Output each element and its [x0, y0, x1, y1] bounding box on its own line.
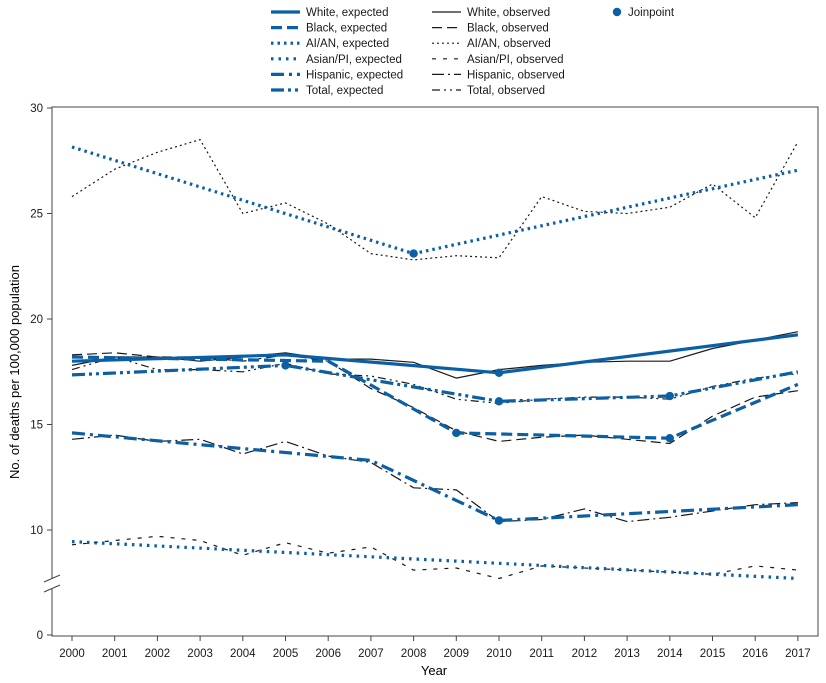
axis-break: [43, 574, 61, 593]
y-tick-label: 25: [30, 209, 43, 221]
series-line-total-expected: [71, 363, 799, 403]
joinpoint-marker: [494, 516, 504, 525]
x-tick-label: 2009: [444, 648, 470, 660]
legend-label: Asian/PI, expected: [306, 54, 402, 66]
plot-frame: [51, 106, 819, 637]
series-layer: [71, 139, 799, 581]
x-tick-label: 2017: [785, 648, 811, 660]
x-tick-label: 2008: [401, 648, 427, 660]
series-line-asian-pi-observed: [71, 535, 798, 580]
legend-label: AI/AN, observed: [467, 38, 551, 50]
x-tick-label: 2002: [145, 648, 171, 660]
y-tick-label: 30: [30, 103, 43, 115]
legend-label: Black, observed: [467, 23, 549, 35]
x-tick-label: 2007: [358, 648, 384, 660]
x-tick-label: 2006: [315, 648, 341, 660]
joinpoint-marker: [665, 391, 674, 401]
x-tick-label: 2014: [657, 648, 683, 660]
legend-label: White, observed: [467, 7, 550, 19]
series-line-white-observed: [71, 331, 799, 379]
x-tick-label: 2005: [273, 648, 299, 660]
series-line-ai-an-observed: [71, 139, 799, 261]
x-tick-label: 2016: [742, 648, 768, 660]
x-tick-label: 2001: [102, 648, 128, 660]
y-tick-label: 20: [30, 314, 43, 326]
joinpoint-marker: [409, 249, 418, 258]
x-tick-label: 2003: [187, 648, 213, 660]
x-tick-label: 2011: [529, 648, 554, 660]
x-tick-label: 2012: [572, 648, 598, 660]
joinpoint-layer: [281, 249, 674, 525]
series-line-white-expected: [71, 333, 799, 375]
legend-label: Black, expected: [306, 23, 387, 35]
joinpoint-marker: [665, 434, 674, 443]
x-axis-label: Year: [421, 663, 448, 678]
legend-label: Asian/PI, observed: [467, 54, 564, 66]
legend-label: Total, expected: [306, 85, 383, 97]
x-tick-label: 2013: [614, 648, 640, 660]
axes: 0 10 15 20 25 30 2000 2001 2002 2003 2004 2005 2006 2…: [30, 103, 819, 660]
y-tick-label: 10: [30, 525, 43, 537]
legend-label: White, expected: [306, 7, 388, 19]
legend-label: Total, observed: [467, 85, 545, 97]
series-line-asian-pi-expected: [71, 540, 798, 581]
y-tick-label: 0: [37, 630, 43, 642]
series-line-ai-an-expected: [71, 145, 799, 256]
x-tick-label: 2004: [230, 648, 256, 660]
legend: White, expected Black, expected AI/AN, exp…: [271, 7, 675, 97]
legend-label: Hispanic, observed: [467, 69, 565, 81]
legend-swatch-joinpoint: [612, 7, 622, 17]
x-tick-label: 2015: [700, 648, 726, 660]
joinpoint-marker: [281, 361, 290, 370]
legend-label: Joinpoint: [628, 7, 675, 19]
x-tick-label: 2000: [59, 648, 85, 660]
joinpoint-marker: [494, 397, 504, 406]
series-line-hispanic-observed: [71, 434, 798, 523]
y-axis-label: No. of deaths per 100,000 population: [7, 265, 22, 479]
legend-label: AI/AN, expected: [306, 38, 389, 50]
y-tick-label: 15: [30, 420, 43, 432]
series-line-black-expected: [71, 355, 799, 440]
series-line-total-observed: [71, 356, 798, 404]
joinpoint-marker: [452, 428, 461, 438]
legend-label: Hispanic, expected: [306, 69, 403, 81]
x-tick-label: 2010: [486, 648, 512, 660]
series-line-hispanic-expected: [71, 431, 798, 523]
joinpoint-marker: [494, 368, 504, 378]
